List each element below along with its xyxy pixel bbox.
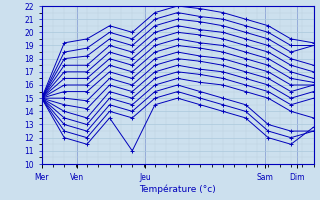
X-axis label: Température (°c): Température (°c) [139, 185, 216, 194]
